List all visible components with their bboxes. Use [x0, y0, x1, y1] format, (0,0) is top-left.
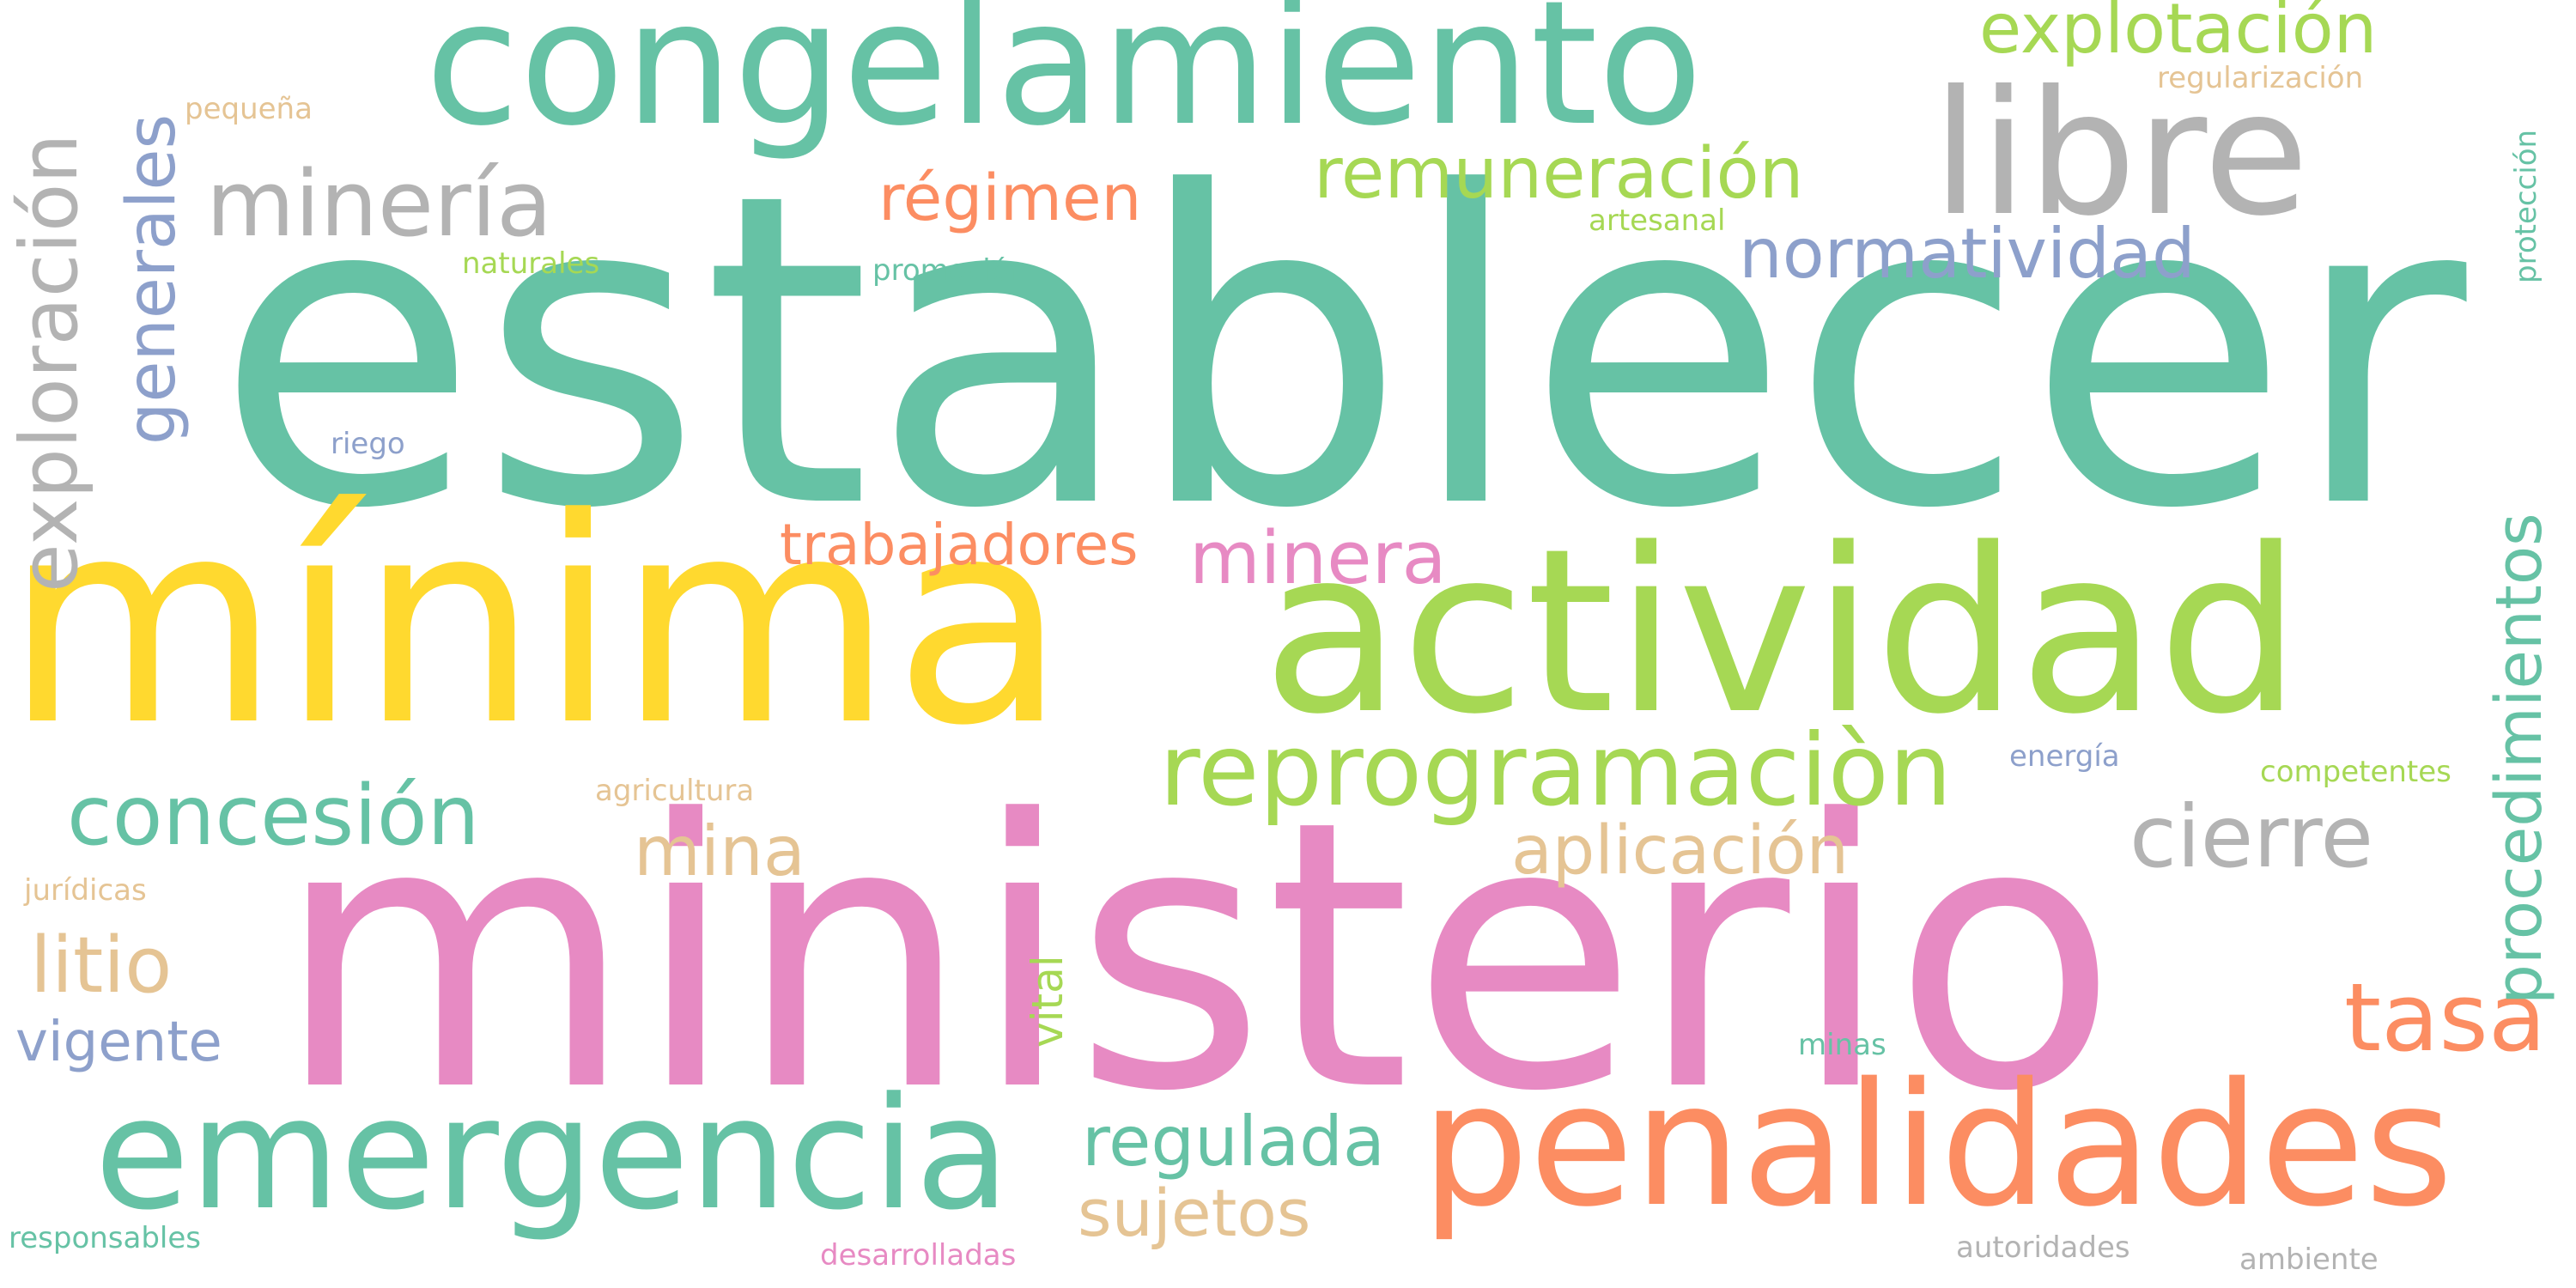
word-regularizacion: regularización	[2157, 61, 2364, 95]
word-energia: energía	[2009, 739, 2120, 774]
word-promocion: promoción	[872, 253, 1028, 288]
word-vigente: vigente	[15, 1011, 222, 1074]
word-concesion: concesión	[67, 768, 480, 864]
word-litio: litio	[30, 920, 173, 1011]
word-normatividad: normatividad	[1739, 214, 2196, 294]
word-trabajadores: trabajadores	[780, 512, 1139, 578]
word-exploracion: exploración	[3, 133, 95, 592]
word-congelamiento: congelamiento	[425, 0, 1704, 164]
word-mina: mina	[634, 811, 805, 891]
word-pequena: pequeña	[185, 92, 313, 126]
word-agricultura: agricultura	[595, 774, 755, 808]
word-desarrolladas: desarrolladas	[820, 1238, 1017, 1273]
word-sujetos: sujetos	[1078, 1175, 1311, 1251]
word-competentes: competentes	[2260, 755, 2451, 789]
word-aplicacion: aplicación	[1511, 812, 1850, 890]
word-mineria: minería	[206, 151, 553, 257]
word-minima: mínima	[4, 458, 1067, 787]
word-generales: generales	[113, 113, 191, 445]
word-cierre: cierre	[2129, 787, 2374, 887]
word-riego: riego	[331, 427, 405, 461]
word-remuneracion: remuneración	[1314, 133, 1804, 215]
word-minas: minas	[1798, 1028, 1886, 1062]
word-minera: minera	[1189, 516, 1447, 601]
word-naturales: naturales	[462, 246, 600, 281]
word-artesanal: artesanal	[1589, 204, 1726, 238]
word-proteccion: protección	[2509, 129, 2543, 283]
word-explotacion: explotación	[1979, 0, 2378, 69]
word-regulada: regulada	[1082, 1102, 1385, 1182]
word-penalidades: penalidades	[1421, 1046, 2454, 1244]
word-responsables: responsables	[9, 1221, 202, 1255]
word-vital: vital	[1023, 955, 1072, 1048]
word-autoridades: autoridades	[1956, 1230, 2130, 1265]
word-reprogramacion: reprogramaciòn	[1159, 713, 1953, 829]
word-actividad: actividad	[1262, 501, 2302, 764]
word-procedimientos: procedimientos	[2482, 513, 2556, 1005]
word-regimen: régimen	[878, 161, 1142, 235]
word-tasa: tasa	[2344, 963, 2547, 1072]
word-ministerio: ministerio	[275, 743, 2118, 1172]
word-establecer: establecer	[215, 102, 2467, 602]
word-ambiente: ambiente	[2239, 1242, 2379, 1277]
word-juridicas: jurídicas	[24, 873, 147, 908]
word-libre: libre	[1932, 54, 2309, 254]
word-emergencia: emergencia	[94, 1065, 1011, 1244]
